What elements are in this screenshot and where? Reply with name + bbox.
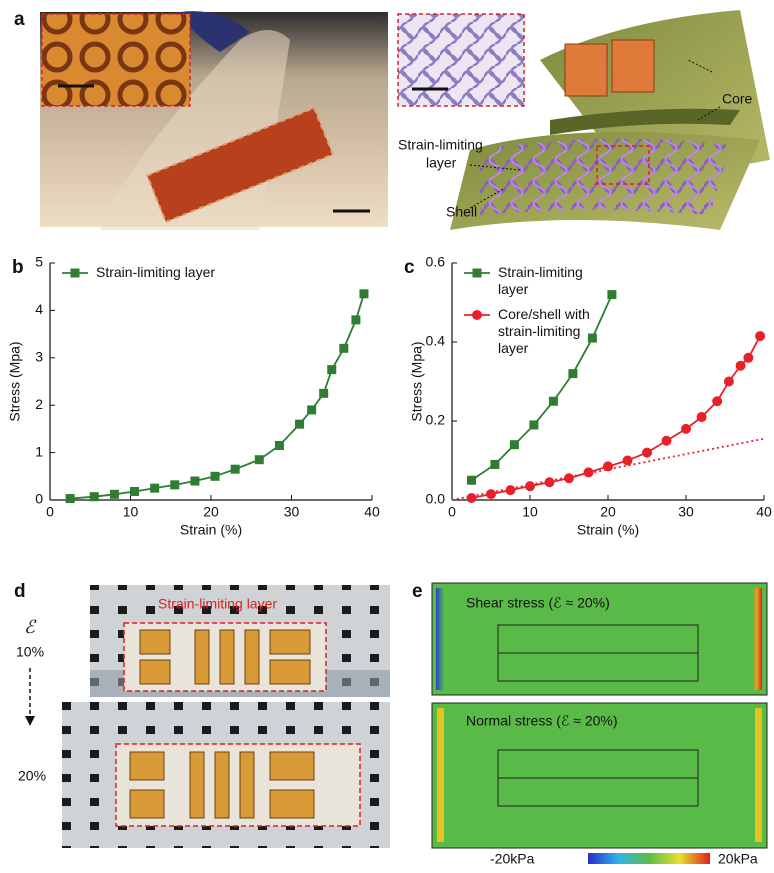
- marker: [170, 480, 180, 490]
- y-tick-label: 0.0: [426, 491, 446, 507]
- marker: [150, 483, 160, 493]
- marker: [755, 331, 766, 342]
- marker: [583, 467, 594, 478]
- legend-label: Core/shell with strain-limiting layer: [498, 306, 590, 356]
- marker: [190, 476, 200, 486]
- x-tick-label: 40: [364, 504, 380, 520]
- marker: [568, 369, 578, 379]
- marker: [723, 376, 734, 387]
- marker: [529, 420, 539, 430]
- panel-label: c: [404, 257, 415, 278]
- y-tick-label: 5: [35, 254, 43, 270]
- marker: [486, 489, 496, 500]
- x-tick-label: 40: [756, 504, 772, 520]
- marker: [490, 459, 500, 469]
- y-tick-label: 0: [35, 491, 43, 507]
- marker: [274, 440, 284, 450]
- marker: [642, 447, 652, 458]
- marker: [319, 388, 329, 398]
- y-tick-label: 0.6: [426, 254, 446, 270]
- legend-marker: [70, 268, 80, 278]
- legend-label: Strain-limiting layer: [498, 264, 583, 297]
- legend-marker: [472, 310, 482, 320]
- annotation: Shear stress (ℰ ≈ 20%): [466, 595, 610, 611]
- panel-label: a: [14, 9, 25, 30]
- colorbar-label: 20kPa: [718, 851, 758, 867]
- y-axis-title: Stress (Mpa): [7, 341, 23, 421]
- marker: [735, 360, 746, 371]
- marker: [109, 489, 119, 499]
- annotation: Strain-limiting layer: [158, 596, 277, 612]
- x-tick-label: 0: [46, 504, 54, 520]
- marker: [603, 461, 613, 472]
- x-tick-label: 20: [203, 504, 219, 520]
- x-tick-label: 20: [600, 504, 616, 520]
- marker: [210, 471, 220, 481]
- marker: [230, 464, 240, 474]
- x-axis-title: Strain (%): [577, 522, 639, 538]
- marker: [587, 333, 597, 343]
- x-tick-label: 30: [678, 504, 694, 520]
- marker: [681, 423, 691, 434]
- marker: [467, 475, 476, 485]
- panel-label: e: [412, 581, 423, 602]
- simulation: [431, 582, 768, 849]
- marker: [359, 289, 369, 299]
- marker: [89, 492, 99, 502]
- annotation: Shell: [446, 204, 477, 220]
- y-tick-label: 2: [35, 396, 43, 412]
- marker: [351, 315, 361, 325]
- render-device: [397, 10, 770, 230]
- panel-label: b: [12, 257, 24, 278]
- marker: [743, 352, 754, 363]
- marker: [564, 473, 574, 484]
- legend-label: Strain-limiting layer: [96, 264, 216, 280]
- series-line: [471, 335, 761, 499]
- marker: [254, 455, 264, 465]
- annotation: ℰ: [24, 617, 37, 637]
- marker: [544, 477, 555, 488]
- marker: [509, 440, 519, 450]
- annotation: 20%: [18, 768, 46, 784]
- marker: [307, 405, 317, 415]
- y-tick-label: 3: [35, 349, 43, 365]
- marker: [327, 365, 337, 375]
- annotation: Normal stress (ℰ ≈ 20%): [466, 713, 618, 729]
- x-tick-label: 10: [522, 504, 538, 520]
- photo-device: [40, 11, 388, 230]
- marker: [130, 486, 140, 496]
- colorbar: [588, 853, 710, 864]
- y-axis-title: Stress (Mpa): [409, 341, 425, 421]
- y-tick-label: 0.2: [426, 412, 446, 428]
- y-tick-label: 1: [35, 443, 43, 459]
- photo-stretch: [25, 585, 390, 848]
- y-tick-label: 0.4: [426, 333, 446, 349]
- annotation: Core: [722, 91, 753, 107]
- marker: [505, 485, 516, 496]
- x-axis-title: Strain (%): [180, 522, 242, 538]
- marker: [339, 343, 349, 353]
- marker: [712, 396, 723, 407]
- legend-marker: [472, 268, 482, 278]
- annotation: Strain-limiting: [398, 137, 483, 153]
- annotation: 10%: [16, 644, 44, 660]
- panel-label: d: [14, 581, 26, 602]
- colorbar-label: -20kPa: [490, 851, 535, 867]
- marker: [548, 396, 558, 406]
- marker: [65, 494, 75, 504]
- x-tick-label: 10: [123, 504, 139, 520]
- marker: [295, 419, 305, 429]
- annotation: layer: [426, 155, 457, 171]
- marker: [622, 455, 633, 466]
- marker: [607, 290, 617, 300]
- marker: [661, 435, 672, 446]
- marker: [525, 481, 535, 492]
- y-tick-label: 4: [35, 301, 43, 317]
- marker: [466, 493, 477, 504]
- x-tick-label: 30: [284, 504, 300, 520]
- x-tick-label: 0: [448, 504, 456, 520]
- marker: [696, 412, 707, 423]
